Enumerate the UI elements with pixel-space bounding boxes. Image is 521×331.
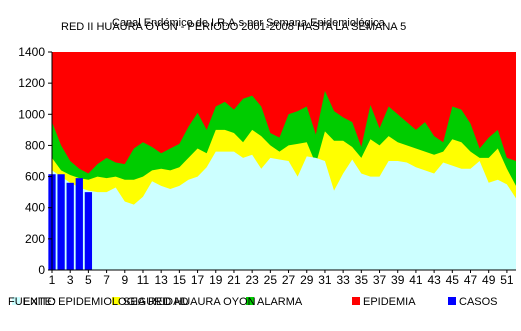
- legend-label-seguridad: SEGURIDAD: [123, 296, 188, 308]
- legend-label-epidemia: EPIDEMIA: [363, 296, 416, 308]
- x-tick-label: 19: [209, 273, 223, 287]
- x-tick-label: 5: [85, 273, 92, 287]
- legend-label-exito: EXITO: [23, 296, 56, 308]
- bar-casos-week-3: [66, 182, 74, 270]
- y-tick-label: 800: [25, 138, 45, 152]
- bar-casos-week-4: [75, 178, 83, 270]
- x-tick-label: 7: [103, 273, 110, 287]
- x-tick-label: 33: [336, 273, 350, 287]
- x-tick-label: 49: [482, 273, 496, 287]
- x-tick-label: 3: [67, 273, 74, 287]
- y-tick-label: 200: [25, 232, 45, 246]
- chart-title: Canal Endémico de I.R.A.s por Semana Epi…: [112, 17, 385, 29]
- legend-swatch-casos: [448, 297, 456, 305]
- area-layer: [52, 52, 516, 271]
- x-tick-label: 23: [245, 273, 259, 287]
- legend-swatch-exito: [12, 297, 20, 305]
- x-tick-label: 1: [49, 273, 56, 287]
- x-tick-label: 51: [500, 273, 514, 287]
- x-tick-label: 17: [191, 273, 205, 287]
- chart-subtitle: RED II HUAURA OYON - PERIODO 2001-2008 H…: [61, 21, 407, 33]
- x-tick-label: 35: [355, 273, 369, 287]
- bar-casos-week-2: [57, 174, 65, 270]
- x-tick-label: 29: [300, 273, 314, 287]
- y-tick-label: 1200: [18, 76, 45, 90]
- chart-source: FUENTE: EPIDEMIOLOGIA RED HUAURA OYON: [8, 296, 256, 308]
- legend-label-alarma: ALARMA: [257, 296, 303, 308]
- series-area-exito: [52, 151, 516, 270]
- x-tick-label: 21: [227, 273, 241, 287]
- legend-layer: EXITO SEGURIDAD ALARMA EPIDEMIA CASOS: [12, 296, 498, 308]
- x-tick-label: 37: [373, 273, 387, 287]
- x-tick-label: 13: [154, 273, 168, 287]
- x-tick-label: 39: [391, 273, 405, 287]
- y-tick-label: 1400: [18, 45, 45, 59]
- y-tick-label: 400: [25, 201, 45, 215]
- x-tick-label: 15: [173, 273, 187, 287]
- x-tick-label: 43: [427, 273, 441, 287]
- y-tick-label: 1000: [18, 107, 45, 121]
- legend-label-casos: CASOS: [459, 296, 498, 308]
- y-tick-label: 600: [25, 170, 45, 184]
- x-tick-label: 47: [464, 273, 478, 287]
- x-tick-label: 11: [137, 273, 150, 287]
- x-tick-label: 27: [282, 273, 296, 287]
- bar-casos-week-5: [84, 192, 93, 270]
- legend-swatch-seguridad: [112, 297, 120, 305]
- legend-swatch-alarma: [246, 297, 254, 305]
- x-tick-label: 45: [446, 273, 460, 287]
- legend-swatch-epidemia: [352, 297, 360, 305]
- x-tick-label: 25: [264, 273, 278, 287]
- y-tick-label: 0: [38, 263, 45, 277]
- x-tick-label: 9: [121, 273, 128, 287]
- x-tick-label: 31: [318, 273, 332, 287]
- x-tick-label: 41: [409, 273, 423, 287]
